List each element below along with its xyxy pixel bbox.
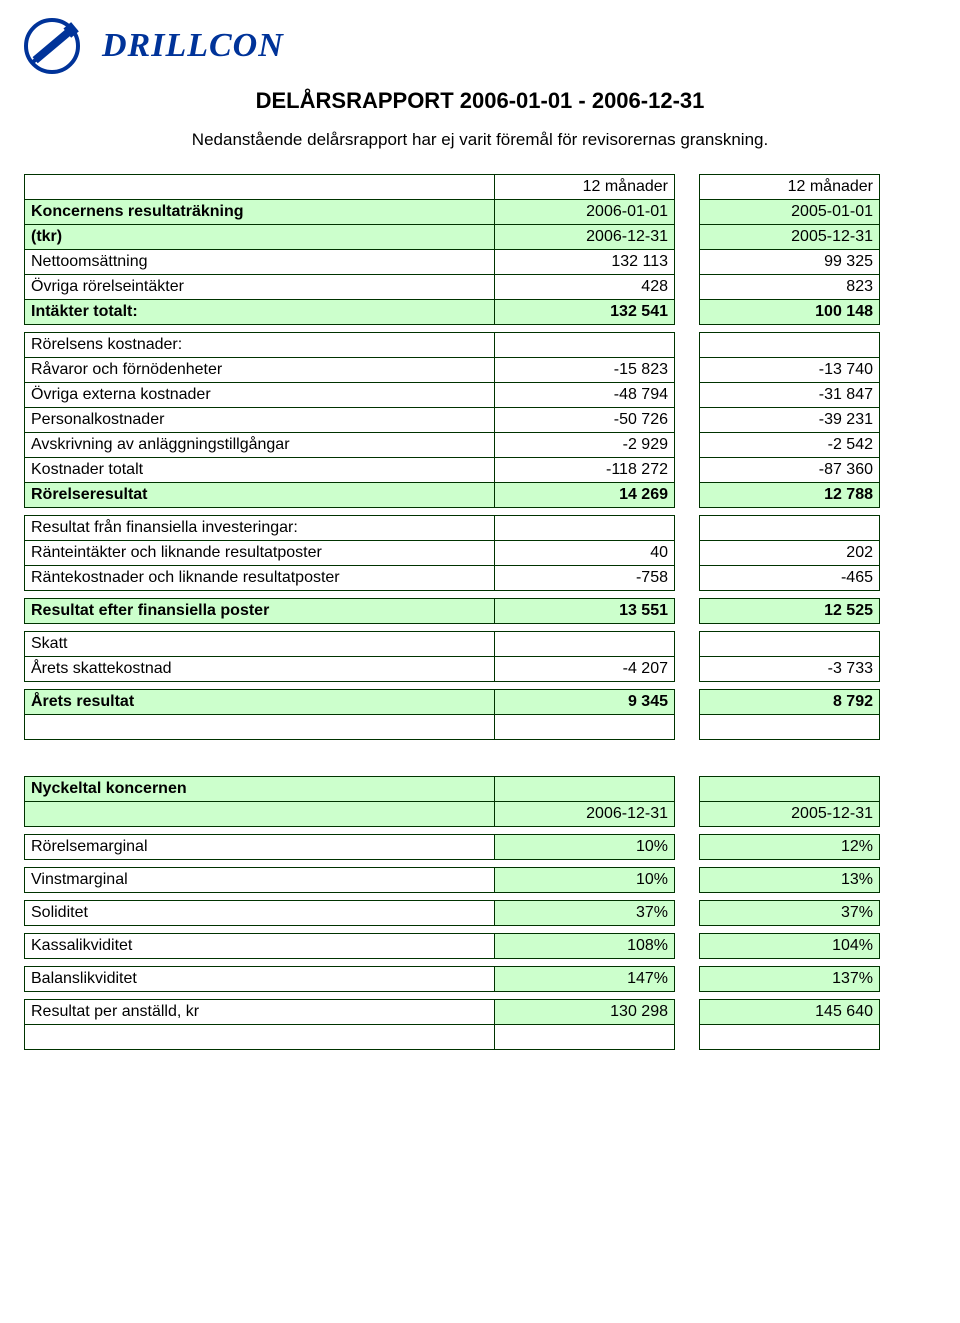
row-val: -48 794 xyxy=(495,383,675,408)
row-label: Kostnader totalt xyxy=(25,458,495,483)
ratios-head-label: Nyckeltal koncernen xyxy=(25,777,495,802)
row-label: Personalkostnader xyxy=(25,408,495,433)
row-val: 202 xyxy=(700,541,880,566)
ratios-head-b: 2005-12-31 xyxy=(700,802,880,827)
ratios-tables: Nyckeltal koncernen 2006-12-31 Rörelsema… xyxy=(24,776,936,1050)
row-label: Årets skattekostnad xyxy=(25,657,495,682)
row-label: Övriga externa kostnader xyxy=(25,383,495,408)
subtot3-label: Resultat efter finansiella poster xyxy=(25,599,495,624)
row-val: 99 325 xyxy=(700,250,880,275)
ratio-val: 37% xyxy=(495,901,675,926)
ratio-label: Rörelsemarginal xyxy=(25,835,495,860)
ratio-label: Balanslikviditet xyxy=(25,967,495,992)
ratio-val: 145 640 xyxy=(700,1000,880,1025)
ratios-head-a: 2006-12-31 xyxy=(495,802,675,827)
row-val: -50 726 xyxy=(495,408,675,433)
row-val: -13 740 xyxy=(700,358,880,383)
subtot1-b: 100 148 xyxy=(700,300,880,325)
subtot4-label: Årets resultat xyxy=(25,690,495,715)
ratio-val: 12% xyxy=(700,835,880,860)
row-val: -118 272 xyxy=(495,458,675,483)
ratio-val: 108% xyxy=(495,934,675,959)
ratio-val: 37% xyxy=(700,901,880,926)
row-label: Övriga rörelseintäkter xyxy=(25,275,495,300)
ratio-val: 13% xyxy=(700,868,880,893)
row-val: -15 823 xyxy=(495,358,675,383)
subtot2-label: Rörelseresultat xyxy=(25,483,495,508)
head2-b: 2005-12-31 xyxy=(700,225,880,250)
ratios-left-column: Nyckeltal koncernen 2006-12-31 Rörelsema… xyxy=(24,776,675,1050)
report-subtitle: Nedanstående delårsrapport har ej varit … xyxy=(24,130,936,150)
ratio-val: 130 298 xyxy=(495,1000,675,1025)
row-val: -87 360 xyxy=(700,458,880,483)
ratio-val: 137% xyxy=(700,967,880,992)
row-val: 132 113 xyxy=(495,250,675,275)
subtot3-a: 13 551 xyxy=(495,599,675,624)
ratio-val: 10% xyxy=(495,835,675,860)
row-val: -4 207 xyxy=(495,657,675,682)
sect2-label: Rörelsens kostnader: xyxy=(25,333,495,358)
row-val: 40 xyxy=(495,541,675,566)
ratio-val: 147% xyxy=(495,967,675,992)
row-val: -39 231 xyxy=(700,408,880,433)
row-val: -2 929 xyxy=(495,433,675,458)
ratio-label: Vinstmarginal xyxy=(25,868,495,893)
ratio-label: Kassalikviditet xyxy=(25,934,495,959)
ratio-val: 104% xyxy=(700,934,880,959)
row-label: Nettoomsättning xyxy=(25,250,495,275)
period-label-b: 12 månader xyxy=(700,175,880,200)
subtot4-a: 9 345 xyxy=(495,690,675,715)
subtot1-label: Intäkter totalt: xyxy=(25,300,495,325)
row-label: Ränteintäkter och liknande resultatposte… xyxy=(25,541,495,566)
period-label-a: 12 månader xyxy=(495,175,675,200)
income-right-column: 12 månader 2005-01-01 2005-12-31 99 325 … xyxy=(699,174,880,740)
ratio-label: Soliditet xyxy=(25,901,495,926)
row-val: -465 xyxy=(700,566,880,591)
head1-a: 2006-01-01 xyxy=(495,200,675,225)
ratio-val: 10% xyxy=(495,868,675,893)
logo-text: DRILLCON xyxy=(102,27,284,65)
row-val: -3 733 xyxy=(700,657,880,682)
head2-label: (tkr) xyxy=(25,225,495,250)
ratio-label: Resultat per anställd, kr xyxy=(25,1000,495,1025)
ratios-right-column: 2005-12-31 12% 13% 37% 104% 137% 145 640 xyxy=(699,776,880,1050)
row-label: Räntekostnader och liknande resultatpost… xyxy=(25,566,495,591)
subtot3-b: 12 525 xyxy=(700,599,880,624)
subtot2-a: 14 269 xyxy=(495,483,675,508)
income-left-column: 12 månader Koncernens resultaträkning200… xyxy=(24,174,675,740)
head1-label: Koncernens resultaträkning xyxy=(25,200,495,225)
row-val: -758 xyxy=(495,566,675,591)
subtot4-b: 8 792 xyxy=(700,690,880,715)
head1-b: 2005-01-01 xyxy=(700,200,880,225)
row-val: 823 xyxy=(700,275,880,300)
row-label: Avskrivning av anläggningstillgångar xyxy=(25,433,495,458)
sect3-label: Resultat från finansiella investeringar: xyxy=(25,516,495,541)
income-statement-tables: 12 månader Koncernens resultaträkning200… xyxy=(24,174,936,740)
row-val: -2 542 xyxy=(700,433,880,458)
drill-icon xyxy=(24,18,94,74)
subtot2-b: 12 788 xyxy=(700,483,880,508)
subtot1-a: 132 541 xyxy=(495,300,675,325)
report-title: DELÅRSRAPPORT 2006-01-01 - 2006-12-31 xyxy=(24,88,936,114)
head2-a: 2006-12-31 xyxy=(495,225,675,250)
row-val: -31 847 xyxy=(700,383,880,408)
row-val: 428 xyxy=(495,275,675,300)
row-label: Råvaror och förnödenheter xyxy=(25,358,495,383)
sect4-label: Skatt xyxy=(25,632,495,657)
logo-block: DRILLCON xyxy=(24,18,936,74)
